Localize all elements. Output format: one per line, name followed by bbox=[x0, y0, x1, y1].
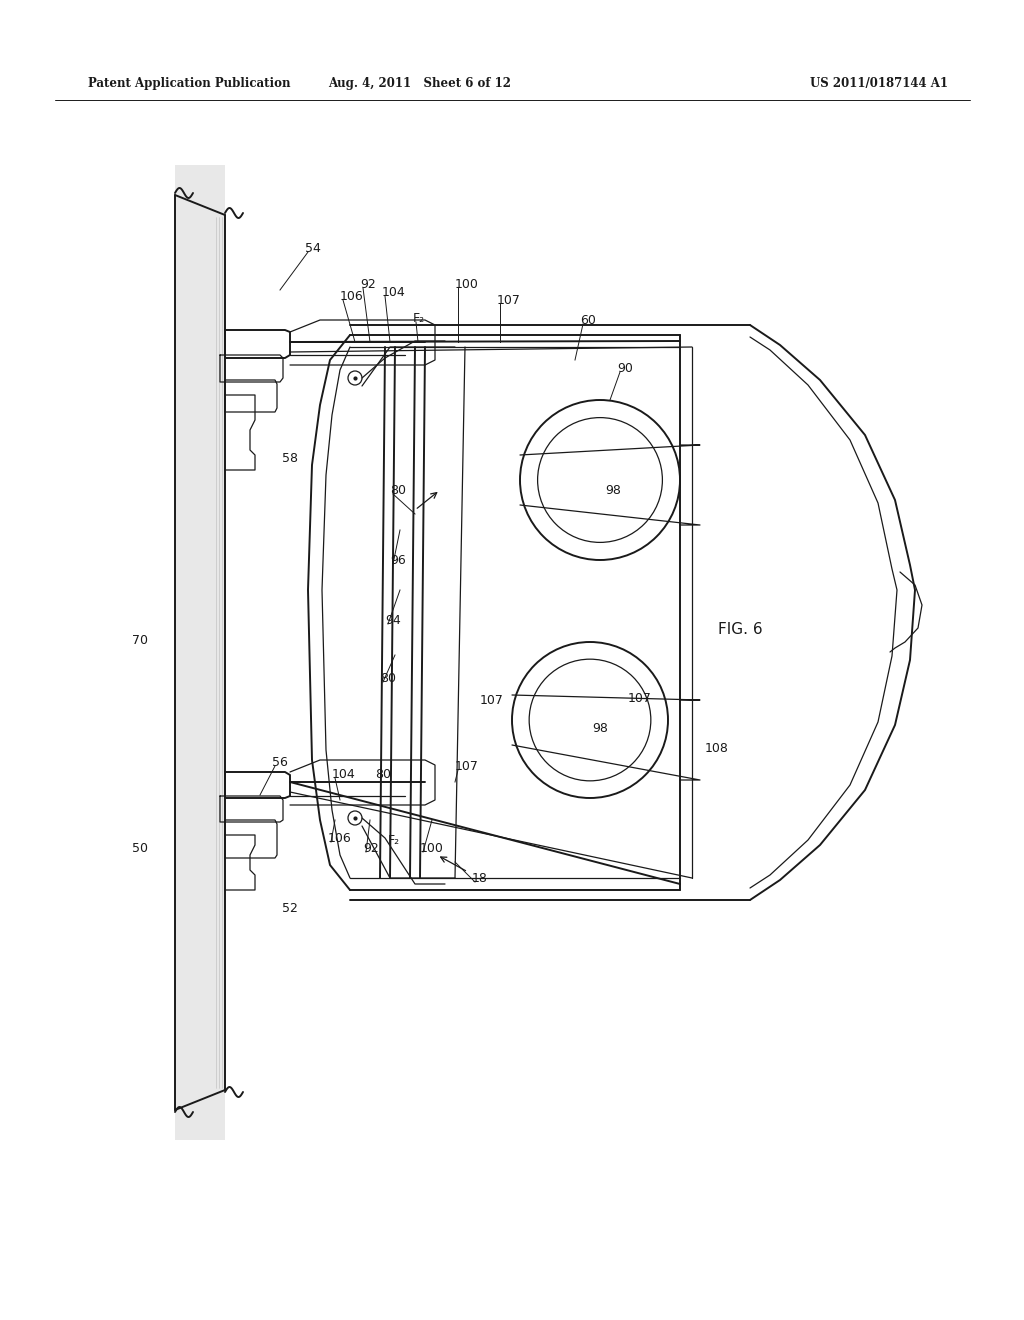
Text: 98: 98 bbox=[592, 722, 608, 734]
Text: 92: 92 bbox=[362, 842, 379, 854]
Text: 106: 106 bbox=[328, 832, 352, 845]
Text: 80: 80 bbox=[375, 767, 391, 780]
FancyBboxPatch shape bbox=[175, 165, 225, 1140]
Text: 92: 92 bbox=[360, 277, 376, 290]
Text: 100: 100 bbox=[420, 842, 443, 854]
Text: F₂: F₂ bbox=[413, 312, 425, 325]
Text: 80: 80 bbox=[390, 483, 406, 496]
Text: 52: 52 bbox=[282, 902, 298, 915]
Text: 94: 94 bbox=[385, 614, 400, 627]
Text: 108: 108 bbox=[705, 742, 729, 755]
Text: 107: 107 bbox=[628, 692, 652, 705]
Text: US 2011/0187144 A1: US 2011/0187144 A1 bbox=[810, 77, 948, 90]
Text: F₂: F₂ bbox=[388, 833, 400, 846]
Text: 56: 56 bbox=[272, 755, 288, 768]
Text: 58: 58 bbox=[282, 451, 298, 465]
Text: 107: 107 bbox=[455, 759, 479, 772]
Text: 104: 104 bbox=[332, 767, 355, 780]
Text: 98: 98 bbox=[605, 483, 621, 496]
Text: 18: 18 bbox=[472, 871, 487, 884]
Text: 96: 96 bbox=[390, 553, 406, 566]
Text: 107: 107 bbox=[480, 693, 504, 706]
Text: 107: 107 bbox=[497, 293, 521, 306]
Text: 60: 60 bbox=[580, 314, 596, 326]
Text: Patent Application Publication: Patent Application Publication bbox=[88, 77, 291, 90]
Text: 70: 70 bbox=[132, 634, 148, 647]
Text: 106: 106 bbox=[340, 289, 364, 302]
Text: 90: 90 bbox=[617, 362, 633, 375]
Text: 100: 100 bbox=[455, 277, 479, 290]
Text: FIG. 6: FIG. 6 bbox=[718, 623, 763, 638]
Text: 54: 54 bbox=[305, 242, 321, 255]
Text: 104: 104 bbox=[382, 285, 406, 298]
Text: 50: 50 bbox=[132, 842, 148, 854]
Text: Aug. 4, 2011   Sheet 6 of 12: Aug. 4, 2011 Sheet 6 of 12 bbox=[329, 77, 512, 90]
Text: 80: 80 bbox=[380, 672, 396, 685]
